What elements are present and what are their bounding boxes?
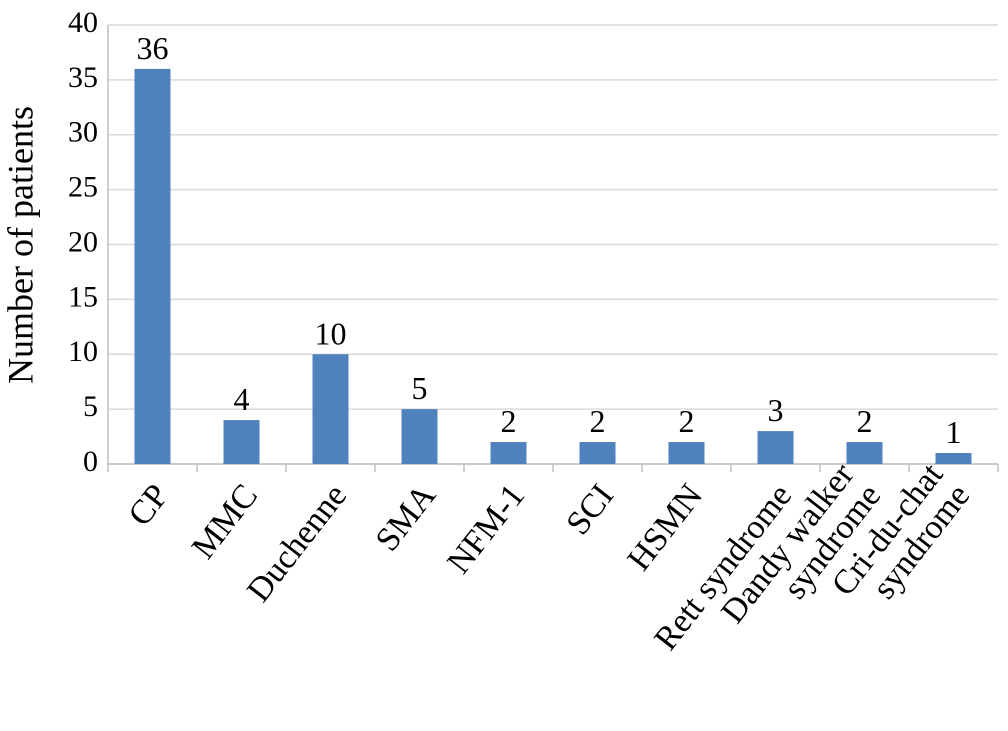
bar	[846, 442, 883, 464]
y-tick-label: 10	[68, 335, 98, 368]
y-tick-label: 20	[68, 225, 98, 258]
bar	[668, 442, 705, 464]
bar	[935, 453, 972, 464]
value-label: 2	[501, 403, 517, 439]
value-label: 2	[590, 403, 606, 439]
value-label: 3	[768, 392, 784, 428]
y-tick-label: 35	[68, 61, 98, 94]
bar	[490, 442, 527, 464]
bar	[579, 442, 616, 464]
bar	[401, 409, 438, 464]
value-label: 2	[679, 403, 695, 439]
bar	[757, 431, 794, 464]
value-label: 36	[137, 30, 169, 66]
value-label: 1	[946, 414, 962, 450]
x-tick-label-line: MMC	[185, 477, 265, 565]
value-label: 5	[412, 370, 428, 406]
x-tick-label: MMC	[185, 477, 265, 565]
value-label: 4	[234, 381, 250, 417]
x-tick-label-line: CP	[121, 477, 176, 533]
bar	[312, 354, 349, 464]
y-tick-label: 30	[68, 116, 98, 149]
x-tick-label-line: SMA	[369, 477, 444, 558]
x-tick-label-line: SCI	[559, 477, 621, 541]
bar	[223, 420, 260, 464]
x-tick-label: HSMN	[621, 477, 711, 577]
x-tick-label: SCI	[559, 477, 621, 541]
x-tick-label: NFM-1	[440, 477, 532, 580]
y-axis-label: Number of patients	[0, 106, 40, 384]
bar	[134, 68, 171, 465]
x-tick-label-line: NFM-1	[440, 477, 532, 580]
x-tick-label-line: HSMN	[621, 477, 711, 577]
x-tick-label: CP	[121, 477, 176, 533]
y-tick-label: 5	[83, 390, 98, 423]
y-tick-label: 25	[68, 171, 98, 204]
y-tick-label: 15	[68, 280, 98, 313]
value-label: 2	[857, 403, 873, 439]
y-tick-label: 40	[68, 6, 98, 39]
x-tick-label: SMA	[369, 477, 444, 558]
value-label: 10	[315, 315, 347, 351]
y-tick-label: 0	[83, 445, 98, 478]
